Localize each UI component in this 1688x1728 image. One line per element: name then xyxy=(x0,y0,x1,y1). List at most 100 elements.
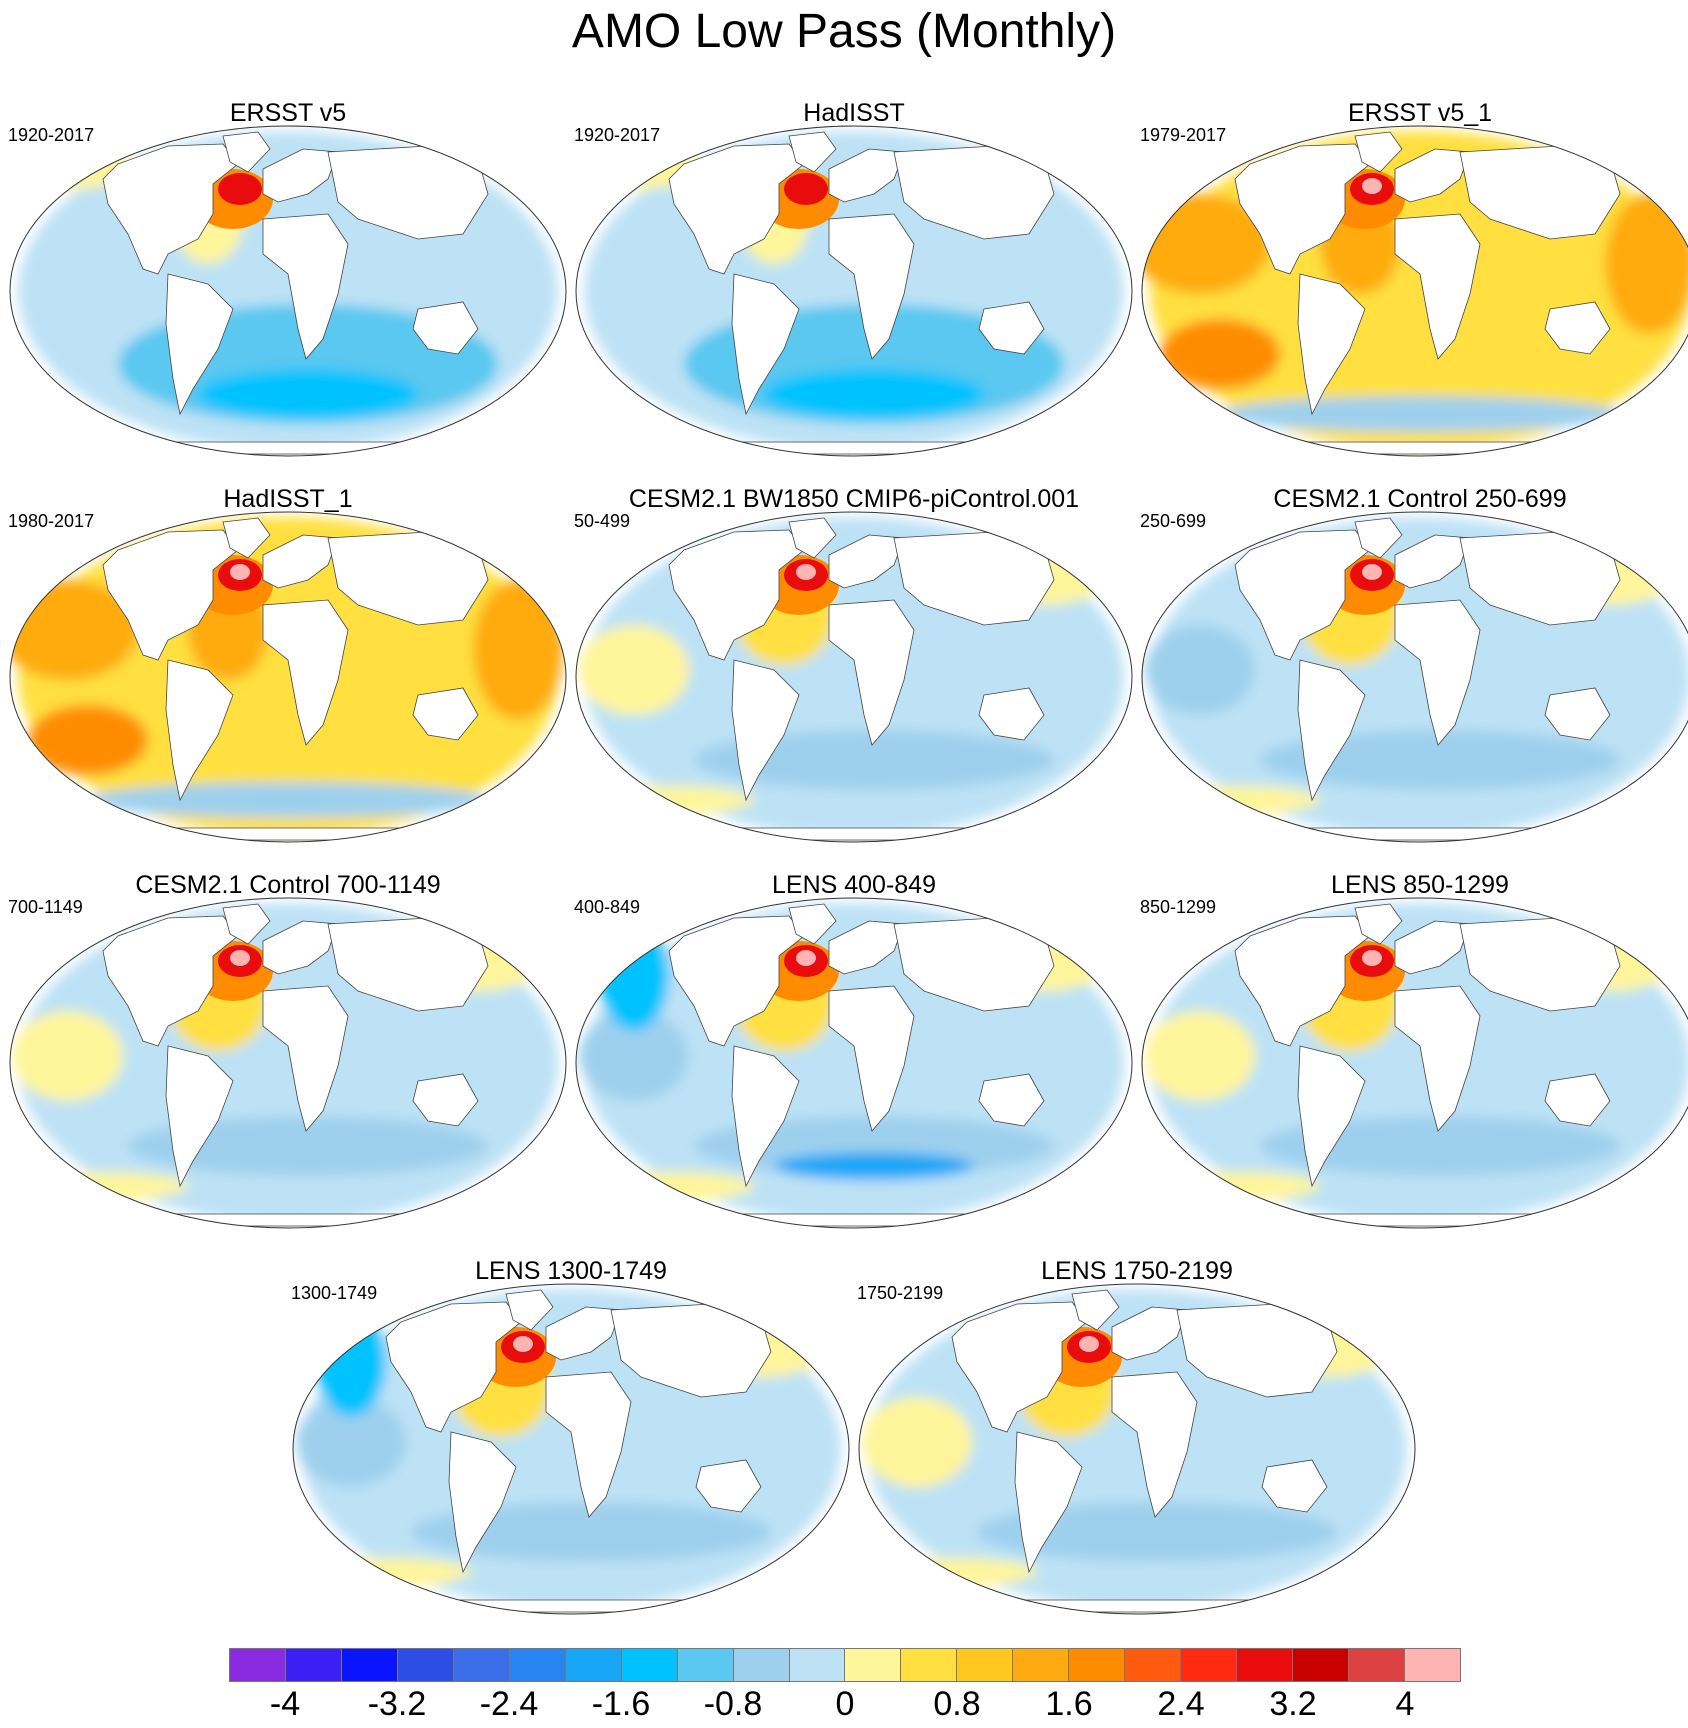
ocean-pacific-band xyxy=(1145,1011,1255,1101)
ocean-pacific-cool xyxy=(599,921,669,1031)
continents xyxy=(1234,903,1621,1227)
map-panel: CESM2.1 Control 700-1149 700-1149 xyxy=(8,870,568,1230)
ocean-pacific-cool xyxy=(316,1307,386,1417)
panel-title: ERSST v5 xyxy=(229,99,347,127)
greenland-landmass xyxy=(1354,131,1403,173)
map-panel: ERSST v5 1920-2017 xyxy=(8,98,568,458)
panel-period: 850-1299 xyxy=(1140,897,1217,917)
colorbar-swatch xyxy=(230,1649,286,1681)
map-border xyxy=(858,1283,1416,1615)
ocean-pacific-band xyxy=(579,625,689,715)
greenland-landmass xyxy=(1071,1289,1120,1331)
africa-landmass xyxy=(262,985,349,1132)
greenland-landmass xyxy=(1354,517,1403,559)
colorbar-tick-labels: -4 -3.2 -2.4 -1.6 -0.8 0 0.8 1.6 2.4 3.2 4 xyxy=(229,1684,1461,1724)
panel-period: 1920-2017 xyxy=(8,125,95,145)
continents xyxy=(1234,517,1621,841)
europe-landmass xyxy=(828,148,905,203)
colorbar-swatch xyxy=(453,1649,510,1681)
north-america-landmass xyxy=(102,143,239,275)
north-america-landmass xyxy=(102,529,239,661)
australia-landmass xyxy=(412,1073,479,1127)
colorbar-swatch xyxy=(1181,1649,1238,1681)
panel-title: LENS 400-849 xyxy=(771,871,936,899)
ocean-southern-cool xyxy=(977,1502,1337,1562)
colorbar-swatch xyxy=(565,1649,622,1681)
map-svg xyxy=(292,1283,850,1615)
panel-period: 250-699 xyxy=(1140,511,1207,531)
australia-landmass xyxy=(412,301,479,355)
map-svg xyxy=(575,125,1133,457)
africa-landmass xyxy=(828,599,915,746)
antarctica-landmass xyxy=(410,1599,732,1613)
panel-period: 1980-2017 xyxy=(8,511,95,531)
south-america-landmass xyxy=(448,1431,517,1574)
north-atlantic-peak xyxy=(1079,1336,1099,1352)
colorbar-swatch xyxy=(285,1649,342,1681)
africa-landmass xyxy=(545,1371,632,1518)
antarctica-landmass xyxy=(127,1213,449,1227)
map-border xyxy=(9,897,567,1229)
map-svg xyxy=(858,1283,1416,1615)
north-america-landmass xyxy=(668,529,805,661)
north-atlantic-peak xyxy=(1362,178,1382,194)
antarctica-landmass xyxy=(693,1213,1015,1227)
map-svg xyxy=(9,511,567,843)
ocean-pacific-band xyxy=(862,1397,972,1487)
colorbar-tick-label: 0 xyxy=(835,1685,855,1723)
map-svg xyxy=(575,897,1133,1229)
ocean-southern-cool xyxy=(128,1116,488,1176)
north-america-landmass xyxy=(385,1301,522,1433)
panel-title: CESM2.1 Control 250-699 xyxy=(1273,485,1567,513)
africa-landmass xyxy=(1394,599,1481,746)
colorbar-swatch xyxy=(1405,1649,1460,1681)
antarctica-landmass xyxy=(1259,827,1581,841)
north-atlantic-core xyxy=(784,173,828,205)
map-panel: LENS 1750-2199 1750-2199 xyxy=(857,1256,1417,1616)
africa-landmass xyxy=(828,213,915,360)
ocean-pacific-band xyxy=(1145,625,1255,715)
colorbar-swatch xyxy=(957,1649,1014,1681)
map-border xyxy=(575,897,1133,1229)
map-border xyxy=(9,511,567,843)
europe-landmass xyxy=(262,148,339,203)
north-america-landmass xyxy=(951,1301,1088,1433)
north-america-landmass xyxy=(1234,143,1371,275)
europe-landmass xyxy=(1111,1306,1188,1361)
north-atlantic-peak xyxy=(1362,950,1382,966)
panel-title: LENS 850-1299 xyxy=(1331,871,1509,899)
antarctica-landmass xyxy=(976,1599,1298,1613)
colorbar xyxy=(229,1648,1461,1682)
greenland-landmass xyxy=(222,903,271,945)
colorbar-swatch xyxy=(341,1649,398,1681)
north-atlantic-core xyxy=(218,173,262,205)
colorbar-swatch xyxy=(1293,1649,1350,1681)
map-panel: LENS 850-1299 850-1299 xyxy=(1140,870,1688,1230)
colorbar-tick-label: -2.4 xyxy=(479,1685,539,1723)
south-america-landmass xyxy=(731,273,800,416)
colorbar-swatch xyxy=(677,1649,734,1681)
europe-landmass xyxy=(828,920,905,975)
map-panel: CESM2.1 BW1850 CMIP6-piControl.001 50-499 xyxy=(574,484,1134,844)
greenland-landmass xyxy=(505,1289,554,1331)
australia-landmass xyxy=(1544,1073,1611,1127)
panel-title: LENS 1300-1749 xyxy=(475,1257,667,1285)
australia-landmass xyxy=(1544,301,1611,355)
ocean-southern-strong xyxy=(198,369,418,419)
ocean-pacific-sw-warm xyxy=(1160,319,1280,389)
ocean-southern-cool xyxy=(1260,1116,1620,1176)
europe-landmass xyxy=(828,534,905,589)
australia-landmass xyxy=(978,687,1045,741)
europe-landmass xyxy=(1394,920,1471,975)
map-border xyxy=(9,125,567,457)
australia-landmass xyxy=(695,1459,762,1513)
colorbar-tick-label: 1.6 xyxy=(1045,1685,1093,1723)
australia-landmass xyxy=(1261,1459,1328,1513)
greenland-landmass xyxy=(788,517,837,559)
europe-landmass xyxy=(262,920,339,975)
ocean-southern-cool xyxy=(1260,730,1620,790)
map-border xyxy=(292,1283,850,1615)
greenland-landmass xyxy=(788,131,837,173)
ocean-southern-strong xyxy=(764,369,984,419)
colorbar-tick-label: -3.2 xyxy=(367,1685,427,1723)
